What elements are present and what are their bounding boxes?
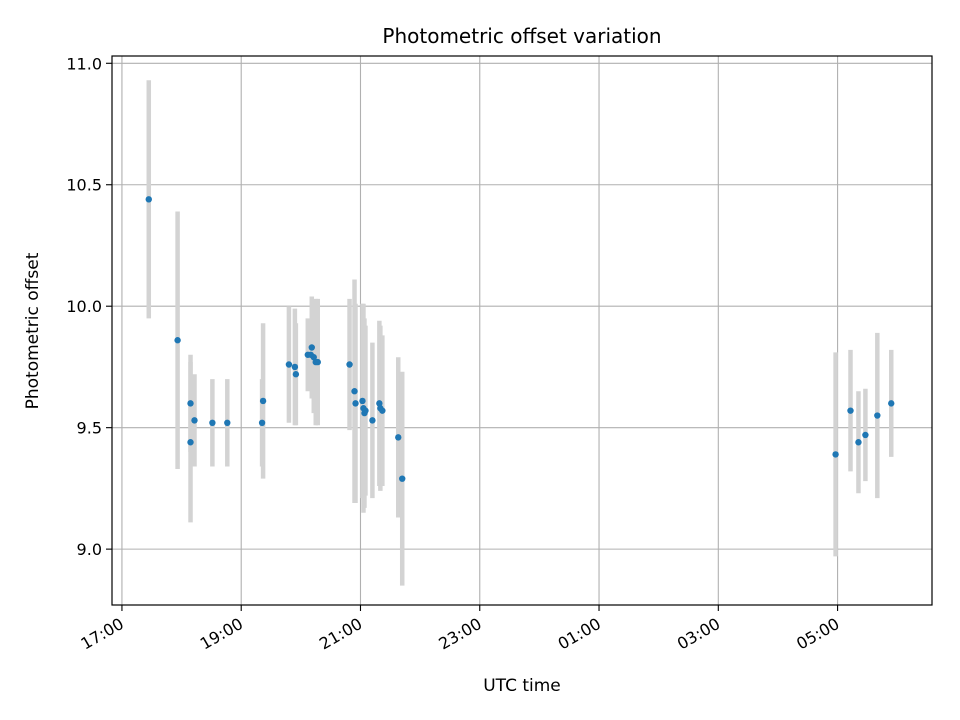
data-point [362, 407, 369, 414]
data-point [862, 431, 869, 439]
data-point [314, 358, 321, 366]
data-point [346, 361, 353, 368]
y-axis-title: Photometric offset [23, 252, 43, 409]
data-point [369, 417, 376, 424]
data-point [310, 354, 317, 361]
chart-title: Photometric offset variation [382, 24, 661, 48]
y-tick-label: 9.5 [77, 419, 102, 438]
data-point [191, 417, 198, 424]
data-point [359, 397, 366, 405]
y-axis: 9.0 9.5 10.0 10.5 11.0 [66, 54, 112, 559]
data-point [888, 400, 895, 407]
data-point [291, 363, 299, 371]
data-point [855, 439, 862, 446]
data-point [379, 407, 386, 414]
data-point [376, 400, 383, 407]
data-point [187, 439, 194, 446]
data-point [308, 344, 315, 351]
data-point [847, 407, 854, 414]
data-point [258, 419, 266, 427]
y-tick-label: 9.0 [77, 540, 102, 559]
data-point [395, 434, 402, 441]
data-point [209, 419, 216, 427]
y-tick-label: 10.5 [66, 176, 102, 195]
data-point [285, 361, 293, 368]
y-tick-label: 10.0 [66, 297, 102, 316]
data-point [145, 196, 152, 203]
data-point [224, 419, 231, 427]
data-point [874, 412, 881, 419]
data-point [832, 451, 839, 458]
data-point [292, 371, 300, 378]
data-point [352, 400, 359, 407]
data-point [174, 337, 181, 344]
data-point [399, 475, 406, 482]
x-axis-title: UTC time [483, 676, 561, 696]
data-point [259, 397, 267, 405]
data-point [351, 388, 358, 395]
data-point [187, 400, 194, 407]
plot-frame [111, 55, 933, 606]
data-points [145, 196, 895, 482]
y-tick-label: 11.0 [66, 54, 102, 73]
